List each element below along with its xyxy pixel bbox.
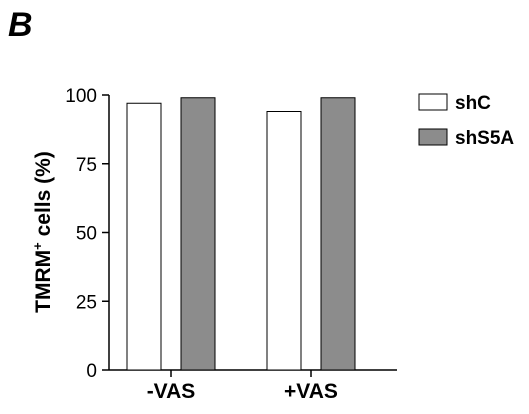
chart-axes: 0 25 50 75 100 -VAS +VAS	[65, 86, 397, 403]
y-tick-label: 100	[65, 86, 97, 107]
y-tick-label: 75	[76, 155, 97, 176]
y-tick-label: 50	[76, 224, 97, 245]
legend-label-shC: shC	[455, 93, 491, 114]
chart-bars	[126, 97, 356, 371]
legend-label-shS5A: shS5A	[455, 128, 514, 149]
legend-swatch-shC	[418, 93, 448, 111]
x-tick-label: -VAS	[147, 380, 196, 403]
y-tick-label: 0	[86, 361, 97, 382]
y-axis-label: TMRM+ cells (%)	[30, 151, 55, 313]
panel-label: B	[8, 6, 33, 44]
y-axis-label-superscript: +	[30, 242, 45, 250]
y-axis-label-main: TMRM	[32, 250, 55, 313]
y-axis-label-rest: cells (%)	[32, 151, 55, 242]
y-tick-label: 25	[76, 292, 97, 313]
x-tick-label: +VAS	[284, 380, 338, 403]
chart-legend: shC shS5A	[418, 93, 514, 149]
legend-swatch-shS5A	[418, 128, 448, 146]
bar-shC--VAS	[126, 102, 162, 371]
bar-shC-+VAS	[266, 111, 302, 371]
bar-shS5A-+VAS	[320, 97, 356, 371]
bar-shS5A--VAS	[180, 97, 216, 371]
